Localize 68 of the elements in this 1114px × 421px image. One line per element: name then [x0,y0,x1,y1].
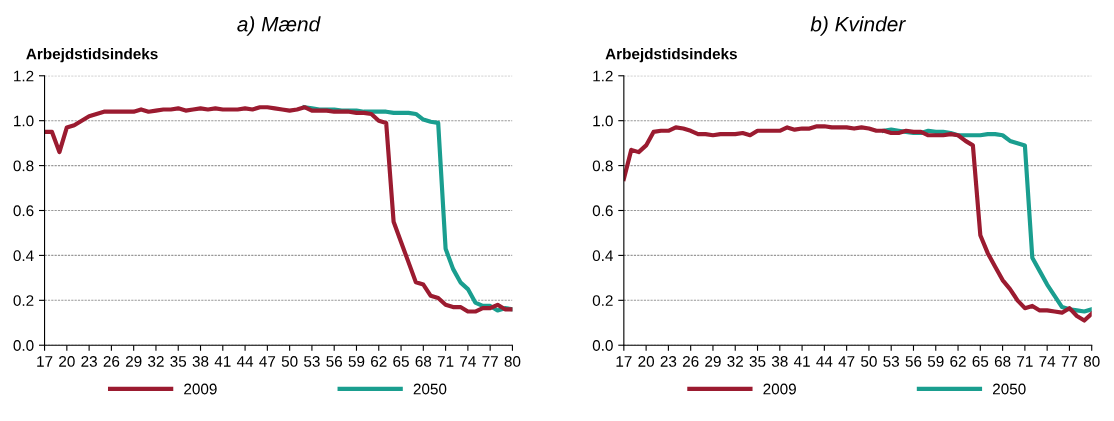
x-tick-label: 62 [371,356,387,367]
y-tick-label: 0.0 [13,340,34,351]
x-tick-label: 50 [281,356,298,367]
x-tick-label: 23 [81,356,97,367]
y-tick-label: 0.2 [592,295,613,306]
x-tick-label: 29 [705,356,721,367]
y-tick-label: 0.4 [13,250,34,262]
y-tick-label: 0.8 [592,160,613,172]
y-tick-label: 1.0 [593,115,613,127]
x-tick-label: 20 [638,356,655,367]
x-tick-label: 17 [37,356,53,367]
y-tick-label: 0.0 [592,340,613,351]
x-tick-label: 53 [304,356,320,367]
x-tick-label: 35 [749,356,766,367]
x-tick-label: 44 [816,356,833,367]
x-tick-label: 80 [504,356,521,367]
x-tick-label: 80 [1083,356,1100,367]
x-tick-label: 53 [883,356,900,367]
y-tick-label: 0.6 [13,205,34,217]
y-tick-label: 0.2 [13,295,34,306]
x-tick-label: 68 [415,356,432,367]
legend-label: 2050 [992,383,1026,395]
x-tick-label: 77 [1061,356,1078,367]
y-tick-label: 1.2 [593,70,613,82]
legend-label: 2050 [413,383,447,395]
x-tick-label: 41 [214,356,231,367]
legend-label: 2009 [184,383,217,395]
x-tick-label: 56 [326,356,343,367]
x-tick-label: 32 [148,356,164,367]
x-tick-label: 32 [727,356,743,367]
x-tick-label: 59 [927,356,944,367]
line-series [623,124,1092,323]
chart-title: b) Kvinder [810,16,906,36]
x-tick-label: 41 [793,356,810,367]
x-tick-label: 74 [1039,356,1056,367]
x-tick-label: 65 [972,356,989,367]
x-tick-label: 29 [125,356,142,367]
x-tick-label: 47 [259,356,276,367]
x-tick-label: 23 [660,356,677,367]
x-tick-label: 35 [170,356,187,367]
x-tick-label: 68 [994,356,1011,367]
x-tick-label: 50 [861,356,877,367]
x-tick-label: 38 [192,356,209,367]
y-axis-title: Arbejdstidsindeks [605,48,737,63]
chart-title: a) Mænd [237,16,321,36]
y-axis-title: Arbejdstidsindeks [26,48,158,63]
x-tick-label: 59 [348,356,365,367]
y-tick-label: 1.0 [14,115,34,127]
x-tick-label: 17 [616,356,632,367]
x-tick-label: 74 [460,356,476,367]
legend-label: 2009 [763,383,796,395]
y-tick-label: 1.2 [14,70,34,82]
x-tick-label: 26 [682,356,699,367]
x-tick-label: 71 [437,356,454,367]
y-tick-label: 0.8 [13,160,34,172]
line-series [44,105,513,314]
y-tick-label: 0.4 [592,250,613,262]
x-tick-label: 38 [771,356,788,367]
x-tick-label: 65 [393,356,409,367]
y-tick-label: 0.6 [592,205,613,217]
x-tick-label: 71 [1017,356,1033,367]
x-tick-label: 62 [950,356,966,367]
x-tick-label: 77 [482,356,498,367]
x-tick-label: 20 [59,356,75,367]
x-tick-label: 47 [838,356,855,367]
x-tick-label: 44 [236,356,254,367]
x-tick-label: 26 [103,356,120,367]
x-tick-label: 56 [905,356,922,367]
